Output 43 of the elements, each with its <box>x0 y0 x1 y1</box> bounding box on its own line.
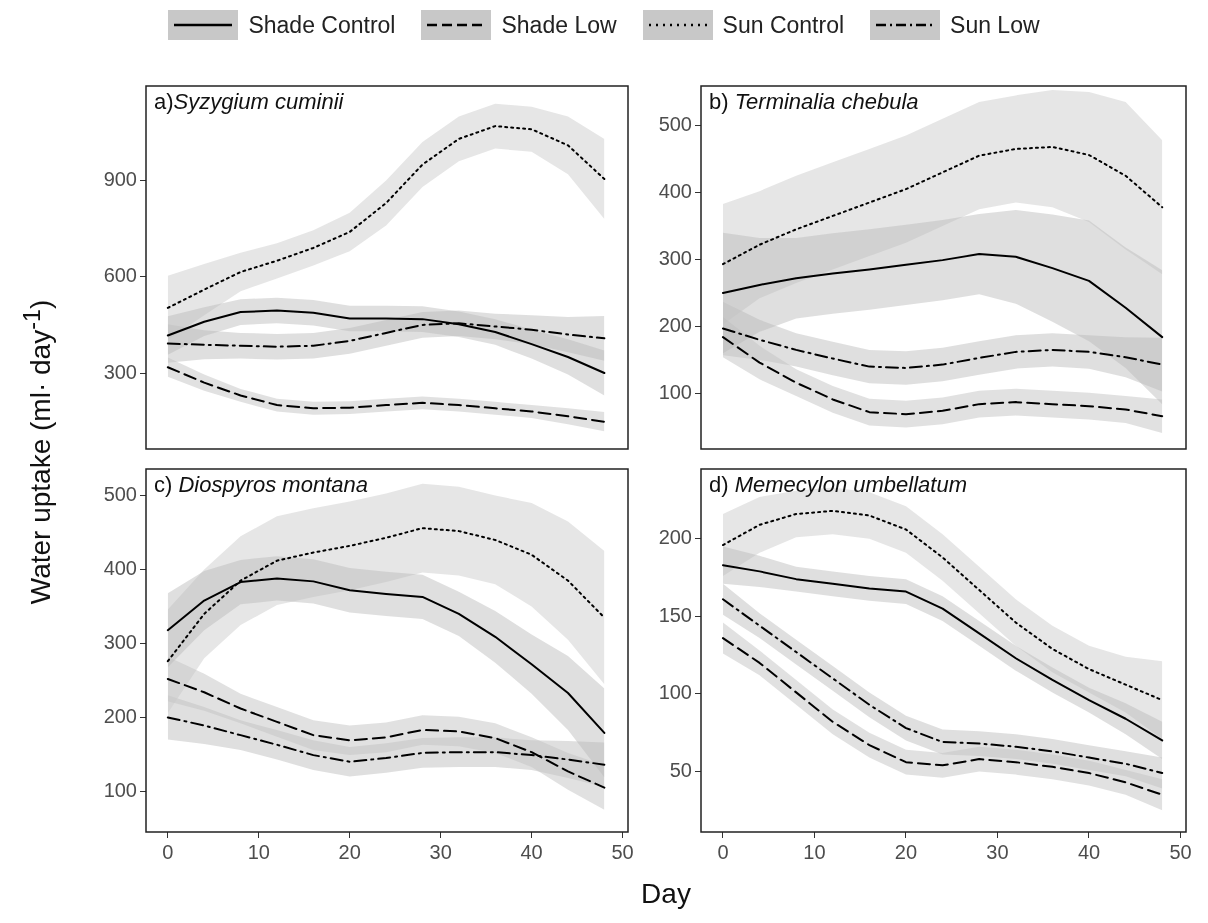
y-tick-label: 300 <box>103 630 137 653</box>
y-tick-label: 500 <box>103 483 137 506</box>
y-tick-label: 100 <box>658 681 692 704</box>
line-series <box>166 677 606 789</box>
y-tick-label: 400 <box>103 557 137 580</box>
y-tick-label: 50 <box>669 759 692 782</box>
y-tick-label: 200 <box>658 526 692 549</box>
y-tick-label: 100 <box>103 778 137 801</box>
chart-title: b) Terminalia chebula <box>709 89 919 115</box>
y-tick-label: 300 <box>658 246 692 269</box>
x-tick-label: 10 <box>247 840 270 863</box>
x-tick-label: 0 <box>717 840 729 863</box>
x-tick-label: 30 <box>986 840 1009 863</box>
line-series <box>166 366 606 423</box>
chart-title: c) Diospyros montana <box>154 472 368 498</box>
y-tick-label: 200 <box>103 704 137 727</box>
x-tick-label: 50 <box>1169 840 1192 863</box>
y-tick-label: 150 <box>658 603 692 626</box>
x-tick-label: 20 <box>338 840 361 863</box>
x-tick-label: 0 <box>162 840 174 863</box>
legend-label: Sun Low <box>950 11 1040 39</box>
x-tick-label: 20 <box>894 840 918 863</box>
x-axis-title: Day <box>641 878 691 910</box>
y-tick-label: 200 <box>658 313 692 336</box>
line-series <box>721 145 1164 266</box>
y-tick-label: 600 <box>103 264 137 287</box>
chart-title: a)Syzygium cuminii <box>154 89 345 115</box>
y-tick-label: 900 <box>103 168 137 191</box>
y-tick-label: 400 <box>658 180 692 202</box>
legend-label: Sun Control <box>722 11 845 39</box>
line-series <box>721 336 1164 418</box>
y-tick-label: 500 <box>658 113 692 136</box>
legend-label: Shade Control <box>248 11 396 39</box>
x-tick-label: 10 <box>803 840 826 863</box>
x-tick-label: 40 <box>1077 840 1101 863</box>
x-tick-label: 40 <box>520 840 543 863</box>
y-tick-label: 100 <box>658 380 692 403</box>
legend-label: Shade Low <box>501 11 617 39</box>
chart-title: d) Memecylon umbellatum <box>709 472 967 498</box>
x-tick-label: 50 <box>611 840 634 863</box>
line-series <box>166 125 606 309</box>
y-tick-label: 300 <box>103 360 137 383</box>
x-tick-label: 30 <box>429 840 452 863</box>
